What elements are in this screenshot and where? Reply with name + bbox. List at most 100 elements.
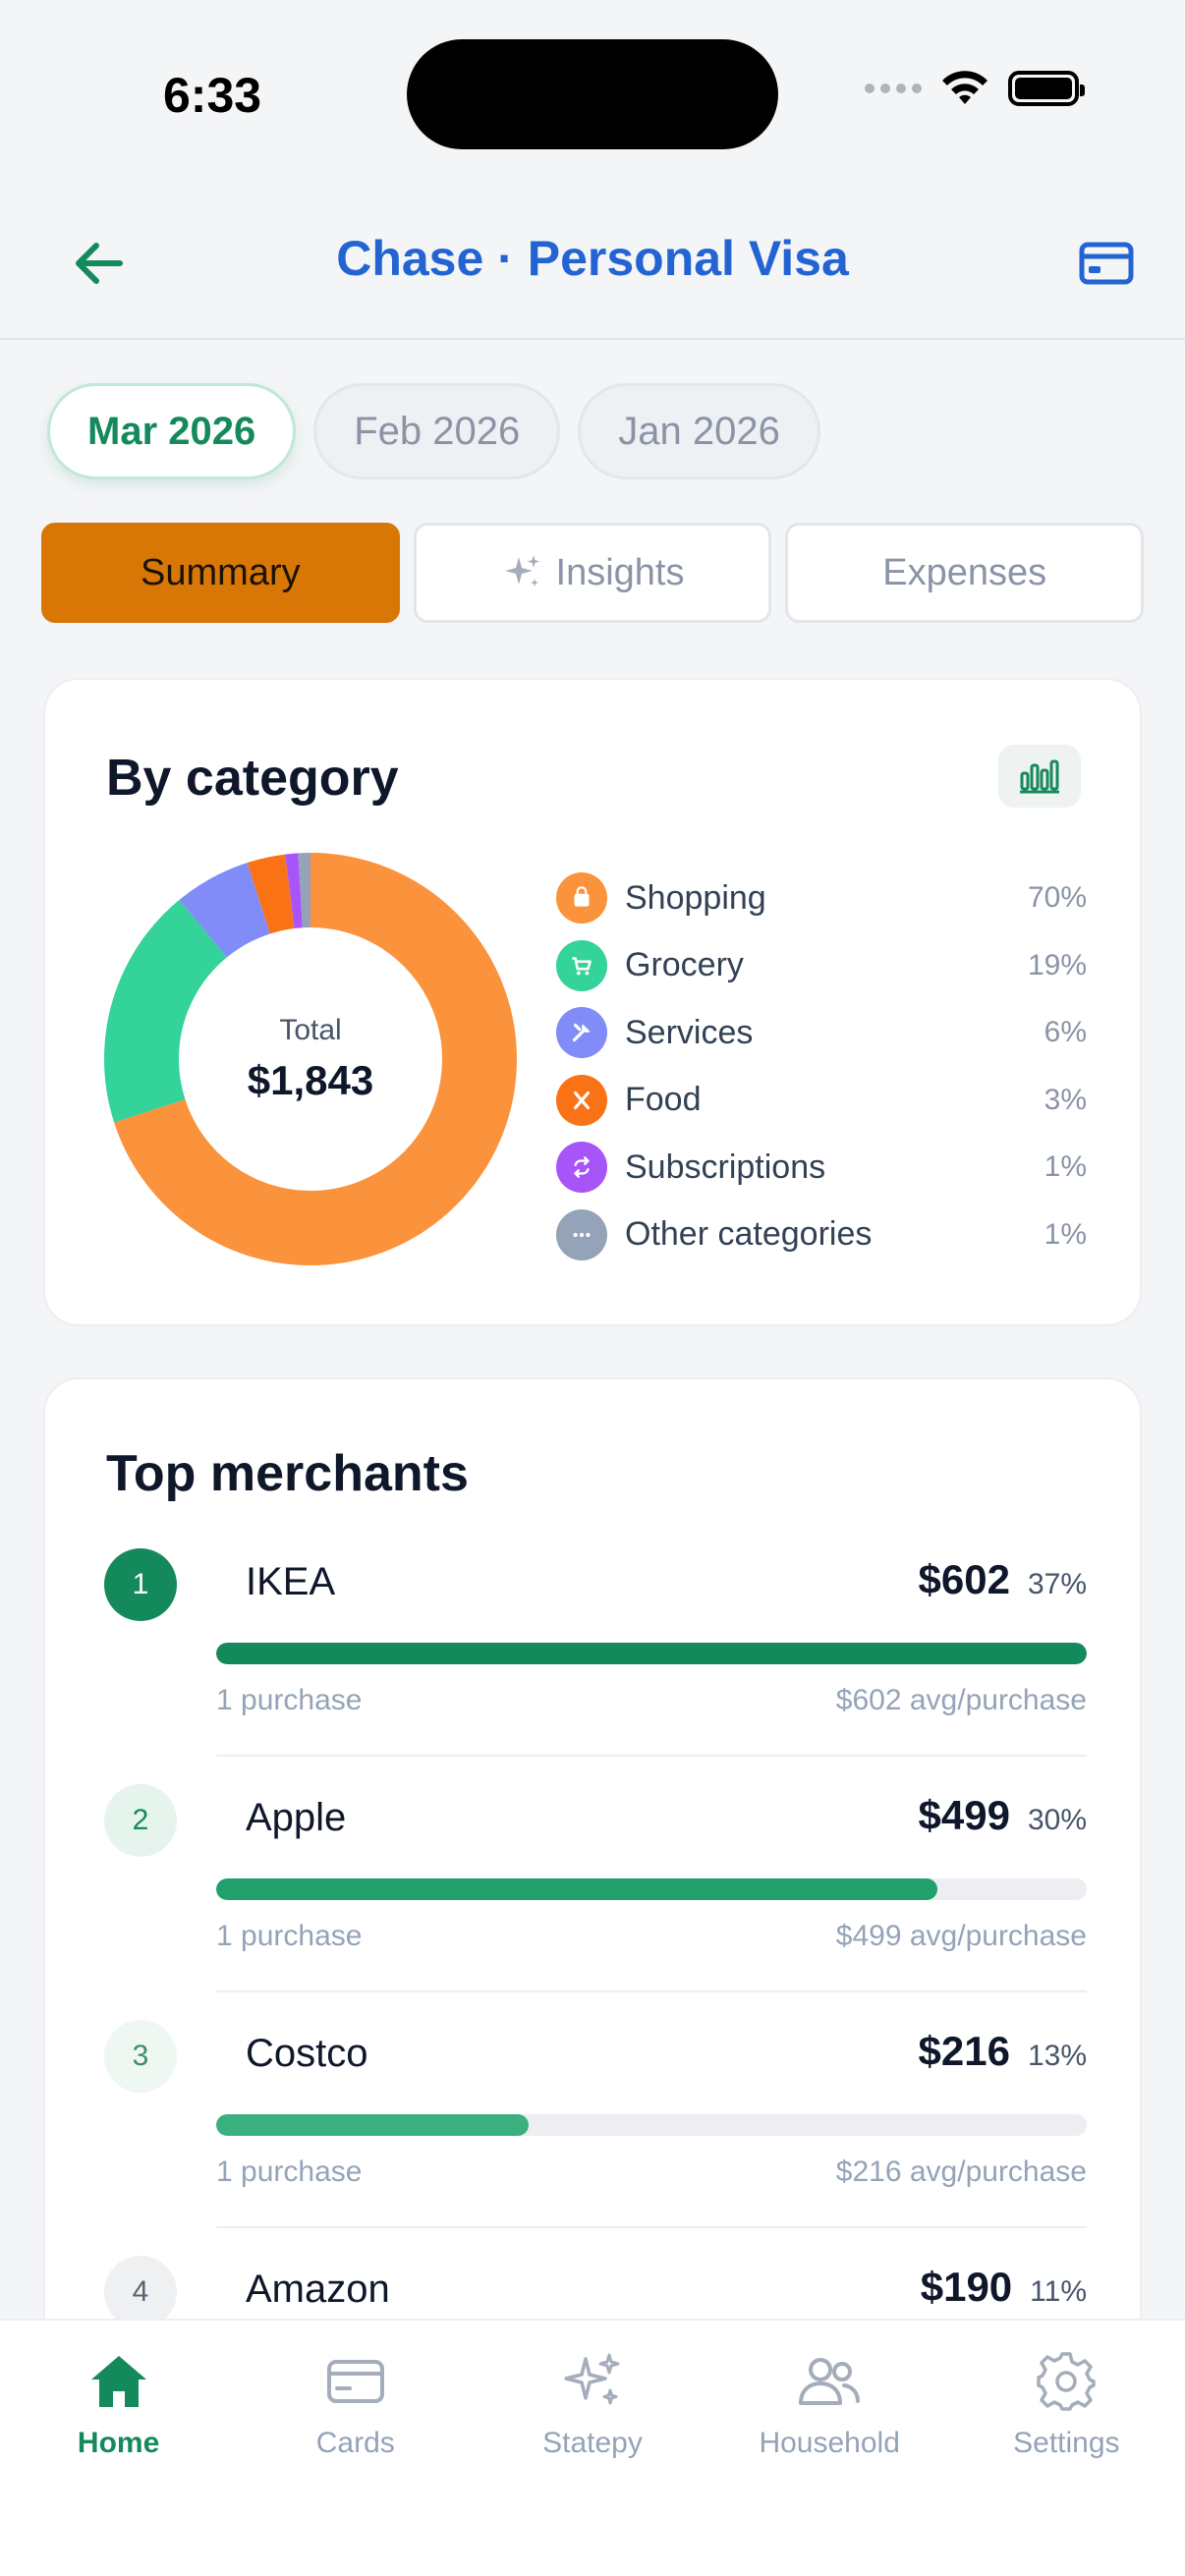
- category-title: By category: [106, 750, 399, 807]
- merchant-percent: 37%: [1027, 1568, 1087, 1600]
- legend-percent: 3%: [1044, 1083, 1087, 1116]
- gear-icon: [1037, 2352, 1097, 2411]
- tools-icon: [556, 1007, 607, 1059]
- merchant-name: Apple: [246, 1796, 347, 1839]
- merchant-average: $499 avg/purchase: [835, 1920, 1087, 1952]
- month-pill-jan-2026[interactable]: Jan 2026: [578, 383, 820, 479]
- cart-icon: [556, 939, 607, 991]
- signal-icon: [865, 84, 922, 93]
- donut-center: Total $1,843: [104, 853, 517, 1265]
- legend-item-subscriptions[interactable]: Subscriptions 1%: [556, 1134, 1087, 1202]
- category-legend: Shopping 70% Grocery 19% Services 6% Food 3% Sub…: [556, 865, 1087, 1268]
- tab-statepy-label: Statepy: [542, 2427, 643, 2459]
- category-donut-chart: Total $1,843: [104, 853, 517, 1265]
- merchant-percent: 13%: [1027, 2040, 1087, 2072]
- total-value: $1,843: [247, 1057, 374, 1103]
- legend-item-shopping[interactable]: Shopping 70%: [556, 865, 1087, 932]
- divider: [216, 1755, 1087, 1757]
- merchant-amount: $216: [918, 2028, 1010, 2074]
- legend-label: Services: [625, 1013, 754, 1051]
- home-icon: [90, 2356, 146, 2407]
- card-button[interactable]: [1067, 226, 1146, 301]
- back-button[interactable]: [61, 226, 136, 301]
- legend-label: Grocery: [625, 946, 744, 984]
- shopping-bag-icon: [556, 872, 607, 924]
- legend-label: Other categories: [625, 1215, 873, 1254]
- header: Chase · Personal Visa: [0, 187, 1185, 340]
- bar-chart-icon: [1020, 759, 1059, 794]
- sparkle-icon: [564, 2353, 620, 2405]
- divider: [216, 2226, 1087, 2228]
- chart-type-button[interactable]: [998, 745, 1081, 808]
- merchant-amount: $499: [918, 1792, 1010, 1838]
- merchant-rank: 2: [104, 1784, 177, 1857]
- page-title: Chase · Personal Visa: [336, 231, 849, 286]
- merchant-amount: $602: [918, 1556, 1010, 1602]
- month-pill-feb-2026[interactable]: Feb 2026: [313, 383, 561, 479]
- merchant-percent: 30%: [1027, 1804, 1087, 1836]
- wifi-icon: [942, 71, 988, 104]
- people-icon: [799, 2358, 861, 2405]
- merchant-bar-fill: [216, 2114, 530, 2136]
- legend-label: Food: [625, 1081, 702, 1119]
- arrow-left-icon: [76, 243, 123, 284]
- merchant-amount: $190: [920, 2264, 1013, 2310]
- merchant-average: $602 avg/purchase: [835, 1684, 1087, 1716]
- card-icon: [326, 2360, 384, 2403]
- tab-insights[interactable]: Insights: [413, 523, 772, 623]
- legend-label: Shopping: [625, 878, 766, 917]
- legend-percent: 1%: [1044, 1217, 1087, 1251]
- legend-label: Subscriptions: [625, 1148, 826, 1186]
- status-bar: 6:33: [0, 0, 1185, 187]
- legend-percent: 6%: [1044, 1016, 1087, 1049]
- merchant-rank: 3: [104, 2020, 177, 2093]
- merchant-purchases: 1 purchase: [216, 1920, 363, 1952]
- tab-insights-label: Insights: [555, 551, 685, 593]
- merchant-bar-track: [216, 1643, 1087, 1664]
- dynamic-island: [407, 39, 778, 149]
- utensils-icon: [556, 1074, 607, 1126]
- status-icons: [865, 69, 1085, 108]
- tab-cards-label: Cards: [315, 2427, 395, 2459]
- tab-home[interactable]: Home: [0, 2346, 237, 2460]
- tab-household-label: Household: [759, 2427, 900, 2459]
- legend-item-other-categories[interactable]: Other categories 1%: [556, 1202, 1087, 1269]
- tab-household[interactable]: Household: [711, 2346, 948, 2460]
- tab-summary-label: Summary: [141, 551, 301, 593]
- merchant-rank: 1: [104, 1548, 177, 1621]
- merchant-purchases: 1 purchase: [216, 1684, 363, 1716]
- status-time: 6:33: [163, 68, 262, 123]
- merchants-title: Top merchants: [106, 1445, 469, 1502]
- month-pill-mar-2026[interactable]: Mar 2026: [47, 383, 297, 479]
- merchant-average: $216 avg/purchase: [835, 2156, 1087, 2188]
- tab-expenses-label: Expenses: [882, 551, 1047, 593]
- bottom-tab-bar: Home Cards Statepy: [0, 2319, 1185, 2576]
- view-tabs: Summary Insights Expenses: [41, 523, 1145, 623]
- tab-summary[interactable]: Summary: [41, 523, 400, 623]
- donut-slice-other-categories: [104, 853, 517, 1265]
- merchant-name: Costco: [246, 2032, 368, 2075]
- battery-icon: [1008, 71, 1085, 106]
- donut-slice-grocery: [104, 853, 517, 1265]
- merchant-bar-track: [216, 2114, 1087, 2136]
- merchant-purchases: 1 purchase: [216, 2156, 363, 2188]
- tab-settings-label: Settings: [1013, 2427, 1120, 2459]
- merchant-name: Amazon: [246, 2268, 390, 2311]
- category-card: By category Total $1,843 Shopping 70% Groc…: [43, 678, 1142, 1326]
- credit-card-icon: [1079, 242, 1134, 285]
- merchant-bar-fill: [216, 1643, 1087, 1664]
- legend-item-food[interactable]: Food 3%: [556, 1067, 1087, 1135]
- tab-home-label: Home: [77, 2427, 160, 2459]
- legend-item-services[interactable]: Services 6%: [556, 999, 1087, 1067]
- tab-cards[interactable]: Cards: [237, 2346, 474, 2460]
- legend-item-grocery[interactable]: Grocery 19%: [556, 932, 1087, 1000]
- more-icon: [556, 1208, 607, 1260]
- legend-percent: 19%: [1027, 948, 1087, 981]
- merchant-name: IKEA: [246, 1560, 336, 1603]
- month-selector: Mar 2026 Feb 2026 Jan 2026: [47, 383, 820, 479]
- divider: [216, 1990, 1087, 1992]
- tab-expenses[interactable]: Expenses: [785, 523, 1145, 623]
- tab-settings[interactable]: Settings: [948, 2346, 1185, 2460]
- tab-statepy[interactable]: Statepy: [474, 2346, 710, 2460]
- merchant-bar-track: [216, 1878, 1087, 1900]
